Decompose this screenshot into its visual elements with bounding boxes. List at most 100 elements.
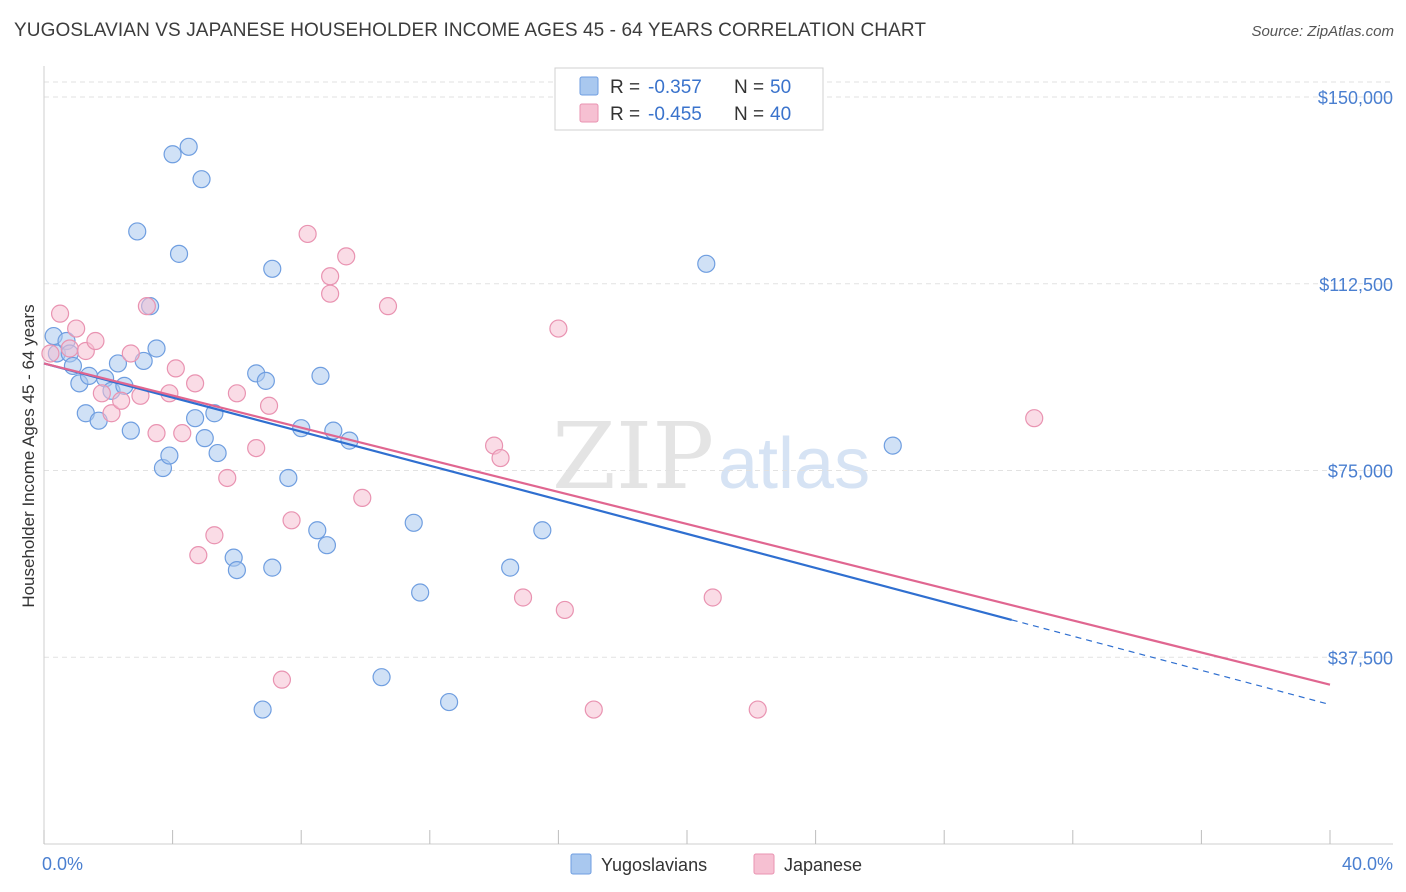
point-yugoslavians: [253, 700, 272, 719]
point-japanese: [321, 267, 340, 286]
point-yugoslavians: [160, 446, 179, 465]
point-japanese: [147, 424, 166, 443]
legend-swatch-yugoslavians: [570, 853, 592, 875]
x-tick-label-right: 40.0%: [1342, 854, 1393, 874]
axes: [43, 66, 1393, 845]
watermark-atlas: atlas: [718, 424, 870, 504]
point-yugoslavians: [195, 429, 214, 448]
point-japanese: [337, 247, 356, 266]
legend: Yugoslavians Japanese: [570, 853, 862, 875]
stats-box: R = -0.357 N = 50 R = -0.455 N = 40: [554, 67, 824, 131]
point-yugoslavians: [263, 259, 282, 278]
point-japanese: [491, 448, 510, 468]
point-yugoslavians: [697, 254, 716, 273]
y-tick-label: $75,000: [1328, 462, 1393, 482]
point-japanese: [121, 344, 140, 363]
point-japanese: [205, 526, 224, 545]
point-japanese: [60, 339, 79, 358]
point-japanese: [218, 468, 237, 488]
gridlines: [44, 81, 1393, 658]
point-yugoslavians: [108, 354, 128, 373]
point-yugoslavians: [121, 421, 140, 440]
series-japanese-points: [41, 224, 1044, 719]
stats-r-value-yugoslavians: -0.357: [648, 77, 702, 98]
point-yugoslavians: [279, 468, 298, 488]
point-japanese: [549, 319, 568, 338]
stats-swatch-japanese: [579, 103, 599, 123]
point-yugoslavians: [308, 521, 327, 540]
point-japanese: [92, 384, 111, 403]
point-yugoslavians: [169, 244, 189, 263]
trend-line-extension-yugoslavians: [1011, 619, 1331, 706]
point-yugoslavians: [147, 339, 166, 358]
point-yugoslavians: [439, 692, 459, 712]
stats-r-label-yugoslavians: R =: [610, 77, 640, 98]
point-japanese: [321, 284, 340, 303]
point-japanese: [272, 670, 292, 689]
stats-n-value-japanese: 40: [770, 104, 791, 125]
stats-r-label-japanese: R =: [610, 104, 640, 125]
point-japanese: [378, 297, 398, 316]
point-japanese: [227, 384, 246, 403]
stats-swatch-yugoslavians: [579, 76, 599, 96]
point-yugoslavians: [179, 137, 198, 156]
point-japanese: [50, 304, 70, 323]
point-japanese: [137, 297, 156, 316]
point-japanese: [1025, 409, 1044, 428]
point-yugoslavians: [186, 409, 205, 428]
point-yugoslavians: [533, 521, 552, 540]
trend-line-yugoslavians: [43, 362, 1012, 621]
source-credit: Source: ZipAtlas.com: [1251, 23, 1394, 40]
point-japanese: [112, 391, 131, 410]
legend-label-yugoslavians: Yugoslavians: [601, 855, 707, 875]
point-yugoslavians: [501, 558, 520, 577]
point-yugoslavians: [163, 145, 182, 164]
watermark-zip: ZIP: [552, 403, 714, 510]
point-japanese: [513, 588, 533, 607]
point-japanese: [41, 344, 60, 363]
point-japanese: [186, 374, 205, 393]
stats-r-value-japanese: -0.455: [648, 104, 702, 125]
chart-title: YUGOSLAVIAN VS JAPANESE HOUSEHOLDER INCO…: [14, 20, 927, 41]
trend-line-japanese: [43, 362, 1331, 686]
point-japanese: [282, 511, 301, 530]
point-yugoslavians: [208, 443, 227, 463]
point-japanese: [353, 488, 372, 507]
point-yugoslavians: [372, 668, 391, 687]
point-japanese: [247, 438, 266, 458]
point-japanese: [748, 700, 767, 719]
point-japanese: [67, 319, 86, 338]
stats-n-value-yugoslavians: 50: [770, 77, 791, 98]
point-japanese: [298, 224, 317, 244]
stats-n-label-japanese: N =: [734, 104, 764, 125]
point-japanese: [555, 600, 574, 620]
stats-n-label-yugoslavians: N =: [734, 77, 764, 98]
y-tick-label: $37,500: [1328, 648, 1393, 668]
trend-lines: [43, 362, 1331, 706]
point-yugoslavians: [192, 170, 211, 189]
x-tick-label-left: 0.0%: [42, 854, 83, 874]
legend-swatch-japanese: [753, 853, 775, 875]
point-yugoslavians: [227, 560, 246, 580]
point-japanese: [259, 396, 279, 415]
point-japanese: [102, 404, 121, 423]
point-japanese: [584, 700, 603, 719]
legend-label-japanese: Japanese: [784, 855, 862, 875]
point-japanese: [189, 546, 208, 565]
point-japanese: [173, 424, 192, 443]
point-yugoslavians: [411, 583, 430, 602]
y-tick-labels: $37,500 $75,000 $112,500 $150,000: [1318, 88, 1393, 668]
y-tick-label: $150,000: [1318, 88, 1393, 108]
point-yugoslavians: [263, 558, 282, 577]
point-yugoslavians: [317, 536, 337, 555]
y-axis-label: Householder Income Ages 45 - 64 years: [19, 304, 38, 607]
y-tick-label: $112,500: [1319, 275, 1393, 295]
point-yugoslavians: [311, 366, 330, 385]
point-yugoslavians: [883, 436, 902, 455]
stats-box-frame: [554, 67, 824, 131]
point-japanese: [703, 588, 722, 607]
point-yugoslavians: [404, 513, 423, 532]
point-japanese: [166, 359, 185, 378]
point-yugoslavians: [128, 222, 147, 241]
